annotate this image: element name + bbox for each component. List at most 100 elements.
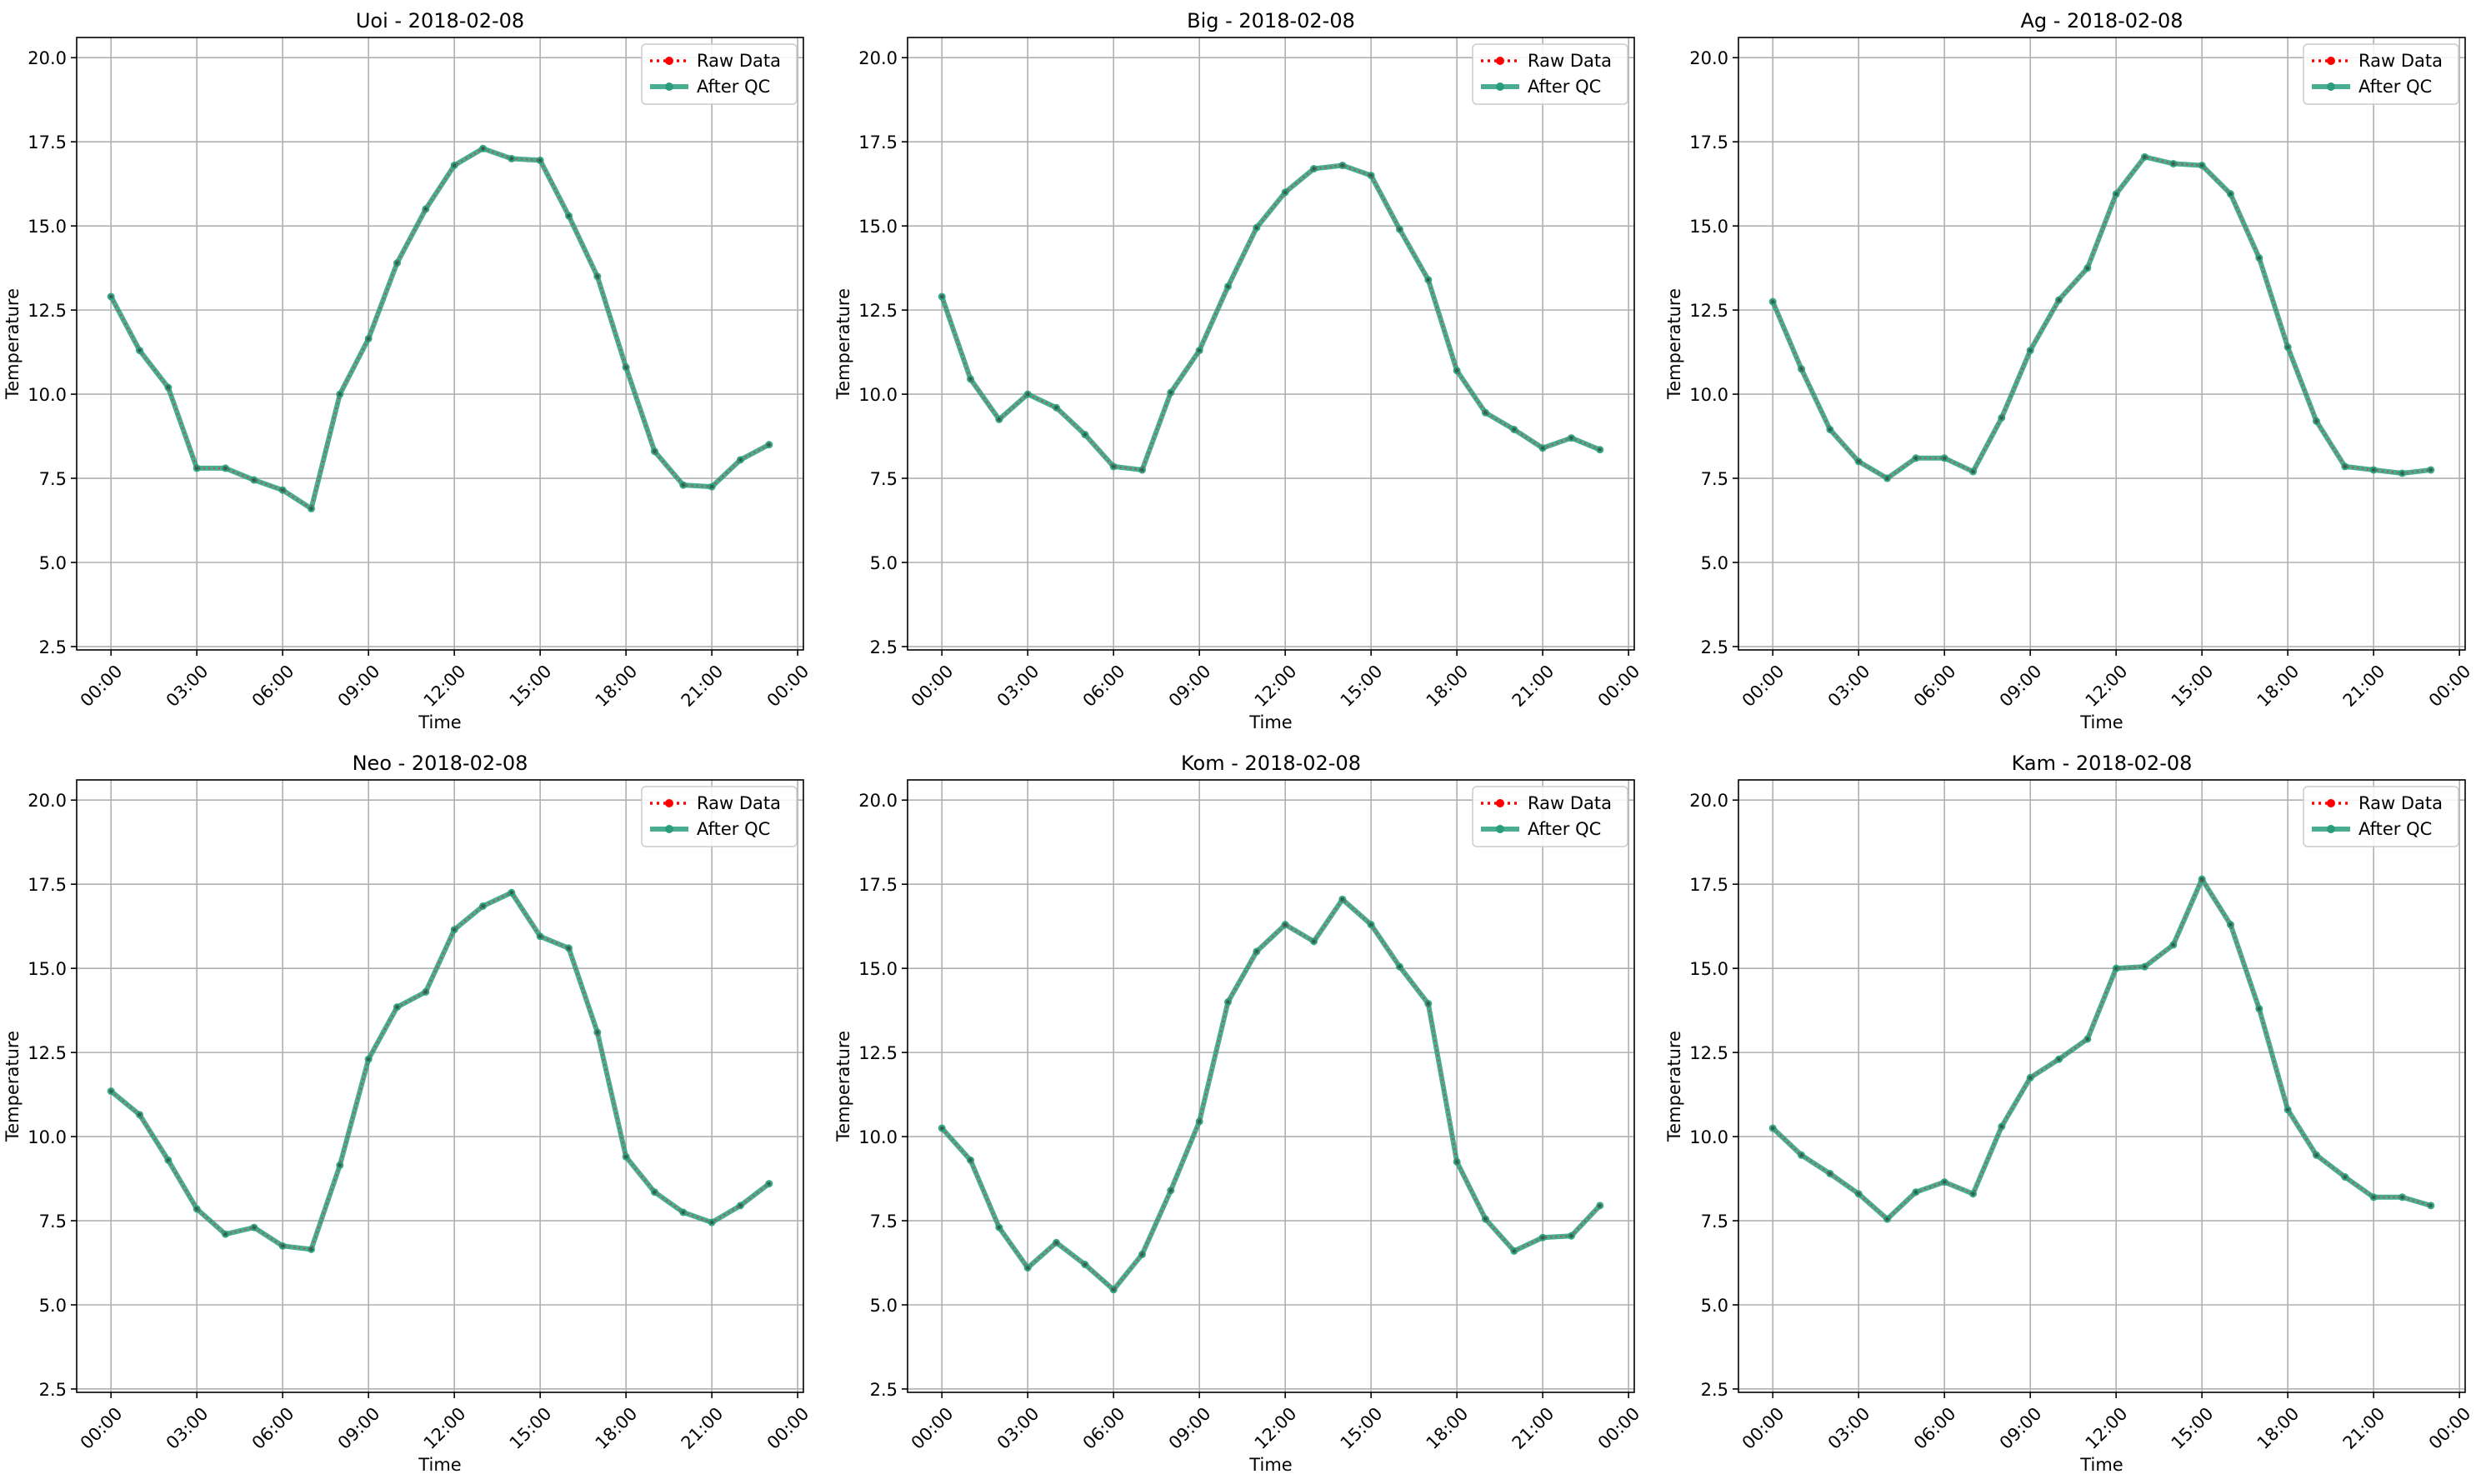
x-tick-label: 00:00 bbox=[908, 661, 958, 711]
chart-title: Kom - 2018-02-08 bbox=[1181, 752, 1361, 775]
x-axis: 00:00 03:00 06:00 09:00 12:00 15:00 18:00 21:00… bbox=[77, 1392, 813, 1453]
point-raw-data bbox=[1197, 1119, 1202, 1124]
point-raw-data bbox=[1426, 277, 1431, 282]
point-raw-data bbox=[623, 1155, 628, 1159]
chart-panel-3: Ag - 2018-02-08 2.5 5.0 7.5 10.0 12.5 15.0 17.5… bbox=[1664, 9, 2475, 732]
y-tick-label: 15.0 bbox=[858, 959, 898, 979]
point-raw-data bbox=[595, 274, 600, 278]
point-raw-data bbox=[1483, 411, 1488, 415]
legend-label-raw-data: Raw Data bbox=[1528, 793, 1612, 813]
series-line-raw-data bbox=[110, 891, 770, 1251]
point-raw-data bbox=[366, 1057, 371, 1062]
point-raw-data bbox=[1828, 1172, 1833, 1176]
point-raw-data bbox=[1226, 1000, 1230, 1004]
series-line-after-qc bbox=[1770, 154, 2432, 482]
point-raw-data bbox=[2085, 266, 2090, 270]
y-tick-label: 20.0 bbox=[858, 791, 898, 811]
point-raw-data bbox=[997, 417, 1002, 422]
y-axis-label: Temperature bbox=[3, 288, 23, 400]
grid bbox=[908, 780, 1634, 1392]
point-raw-data bbox=[623, 365, 628, 369]
x-tick-label: 18:00 bbox=[1423, 1403, 1473, 1453]
point-raw-data bbox=[108, 294, 113, 299]
point-raw-data bbox=[968, 377, 973, 382]
point-raw-data bbox=[1312, 167, 1316, 171]
point-raw-data bbox=[1598, 447, 1603, 452]
x-tick-label: 00:00 bbox=[1594, 1403, 1644, 1453]
point-raw-data bbox=[1770, 299, 1775, 304]
point-raw-data bbox=[681, 1210, 686, 1215]
point-raw-data bbox=[1512, 427, 1517, 432]
point-raw-data bbox=[366, 337, 371, 341]
point-raw-data bbox=[1913, 456, 1918, 461]
legend-marker-after-qc bbox=[665, 82, 673, 91]
x-tick-label: 03:00 bbox=[1824, 1403, 1874, 1453]
legend: Raw Data After QC bbox=[1472, 43, 1628, 105]
y-tick-label: 2.5 bbox=[1701, 637, 1728, 657]
point-raw-data bbox=[280, 1244, 285, 1248]
point-raw-data bbox=[1426, 1002, 1431, 1006]
point-raw-data bbox=[1799, 367, 1803, 371]
y-axis: 2.5 5.0 7.5 10.0 12.5 15.0 17.5 20.0 bbox=[1689, 791, 1738, 1400]
point-raw-data bbox=[423, 207, 428, 212]
x-tick-label: 00:00 bbox=[2425, 661, 2475, 711]
point-raw-data bbox=[2028, 1076, 2033, 1080]
legend-marker-after-qc bbox=[1496, 82, 1504, 91]
x-axis: 00:00 03:00 06:00 09:00 12:00 15:00 18:00 21:00… bbox=[1738, 1392, 2474, 1453]
x-tick-label: 06:00 bbox=[248, 1403, 298, 1453]
x-tick-label: 00:00 bbox=[1594, 661, 1644, 711]
legend-marker-raw-data bbox=[665, 799, 673, 807]
y-tick-label: 10.0 bbox=[858, 385, 898, 405]
legend-marker-after-qc bbox=[2327, 82, 2335, 91]
point-raw-data bbox=[1398, 227, 1402, 232]
point-raw-data bbox=[1083, 432, 1088, 437]
point-raw-data bbox=[1540, 1236, 1545, 1240]
y-tick-label: 5.0 bbox=[39, 553, 67, 573]
y-axis: 2.5 5.0 7.5 10.0 12.5 15.0 17.5 20.0 bbox=[1689, 48, 1738, 657]
series-after-qc bbox=[107, 144, 773, 512]
y-tick-label: 10.0 bbox=[1689, 1127, 1728, 1147]
x-axis-label: Time bbox=[1248, 712, 1292, 732]
point-raw-data bbox=[1025, 1266, 1030, 1270]
point-raw-data bbox=[767, 442, 772, 447]
point-raw-data bbox=[2314, 419, 2318, 423]
x-tick-label: 09:00 bbox=[1996, 661, 2046, 711]
point-raw-data bbox=[1569, 436, 1573, 440]
point-raw-data bbox=[280, 487, 285, 492]
y-tick-label: 7.5 bbox=[1701, 469, 1728, 489]
point-raw-data bbox=[2228, 922, 2233, 927]
series-line-after-qc bbox=[939, 897, 1602, 1292]
y-tick-label: 15.0 bbox=[1689, 217, 1728, 237]
point-raw-data bbox=[2428, 1203, 2433, 1208]
legend-label-after-qc: After QC bbox=[697, 819, 770, 839]
series-line-raw-data bbox=[1772, 156, 2431, 480]
y-tick-label: 5.0 bbox=[870, 1296, 898, 1316]
legend-label-raw-data: Raw Data bbox=[2358, 793, 2443, 813]
x-tick-label: 18:00 bbox=[592, 661, 642, 711]
y-tick-label: 17.5 bbox=[1689, 875, 1728, 895]
series-line-raw-data bbox=[110, 147, 770, 511]
point-raw-data bbox=[1971, 469, 1975, 474]
point-raw-data bbox=[2257, 1007, 2262, 1011]
x-axis: 00:00 03:00 06:00 09:00 12:00 15:00 18:00 21:00… bbox=[908, 650, 1644, 711]
point-raw-data bbox=[1083, 1262, 1088, 1267]
series-line-raw-data bbox=[941, 164, 1601, 472]
point-raw-data bbox=[2371, 1195, 2376, 1199]
point-raw-data bbox=[1569, 1234, 1573, 1238]
x-tick-label: 21:00 bbox=[678, 1403, 728, 1453]
point-raw-data bbox=[223, 1232, 228, 1237]
x-axis: 00:00 03:00 06:00 09:00 12:00 15:00 18:00 21:00… bbox=[908, 1392, 1644, 1453]
chart-title: Kam - 2018-02-08 bbox=[2012, 752, 2193, 775]
point-raw-data bbox=[138, 1112, 142, 1117]
point-raw-data bbox=[223, 466, 228, 471]
y-tick-label: 15.0 bbox=[28, 217, 67, 237]
point-raw-data bbox=[1168, 1188, 1173, 1192]
y-axis-label: Temperature bbox=[3, 1031, 23, 1142]
x-tick-label: 18:00 bbox=[2253, 661, 2303, 711]
y-tick-label: 2.5 bbox=[39, 1380, 67, 1400]
point-raw-data bbox=[2371, 467, 2376, 472]
point-raw-data bbox=[2285, 1107, 2290, 1112]
y-tick-label: 12.5 bbox=[858, 301, 898, 321]
point-raw-data bbox=[538, 934, 543, 938]
